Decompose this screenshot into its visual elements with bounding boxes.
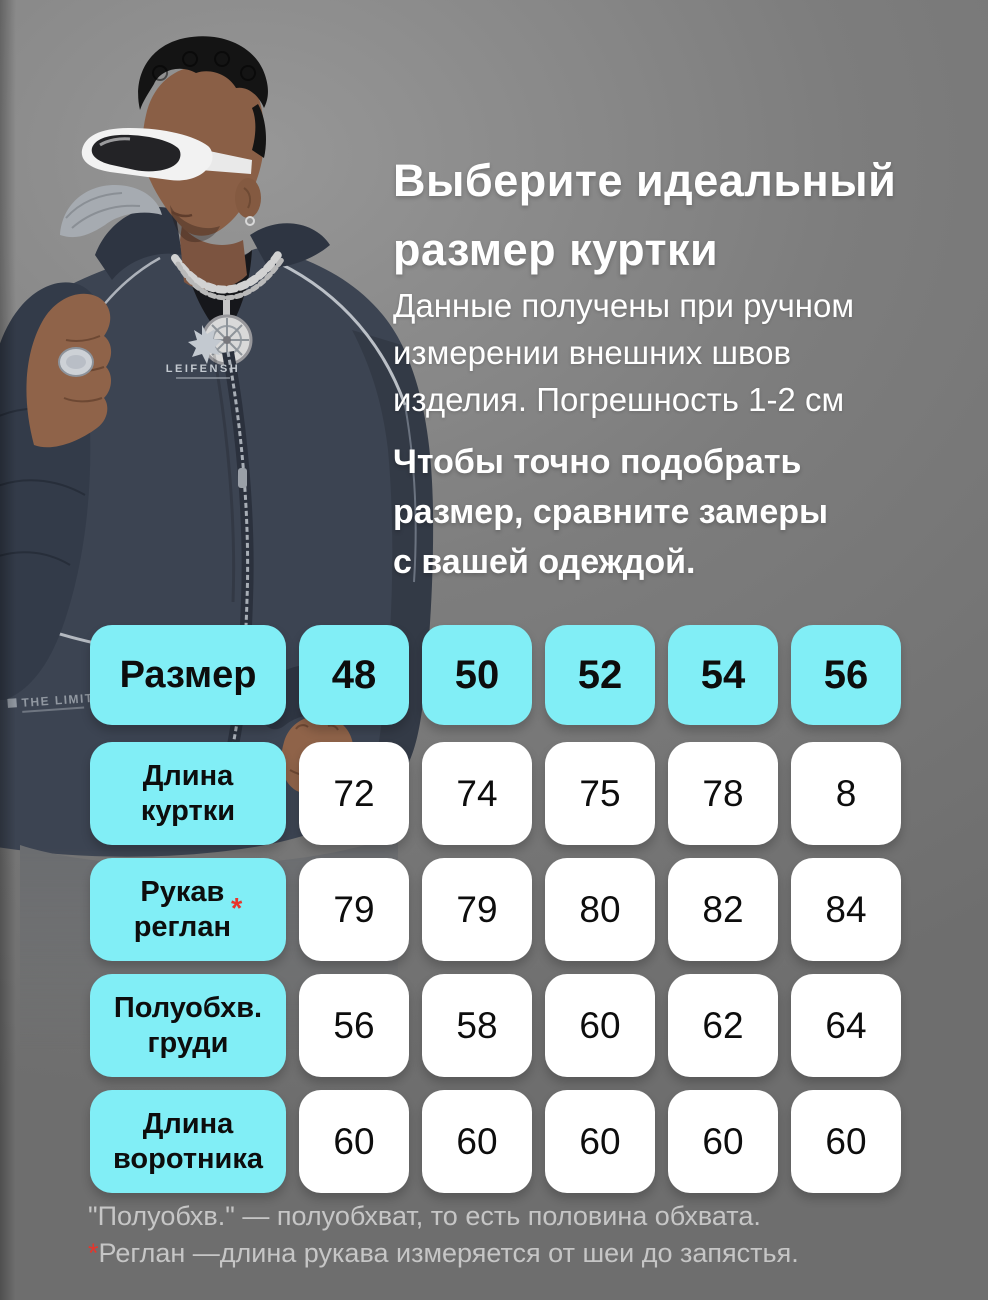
measurement-label: Длина куртки <box>90 742 286 845</box>
raised-arm <box>0 282 112 700</box>
measurement-value-cell: 62 <box>668 974 778 1077</box>
measurement-value-cell: 60 <box>668 1090 778 1193</box>
size-table: Размер 48 50 52 54 56 Длина куртки 72 74 75 78 8 Рук… <box>90 625 901 1206</box>
right-edge-white-strip <box>988 0 1000 1300</box>
measurement-value-cell: 78 <box>668 742 778 845</box>
measurement-value-cell: 64 <box>791 974 901 1077</box>
measurement-value-cell: 79 <box>299 858 409 961</box>
size-header-cell: 48 <box>299 625 409 725</box>
sunglasses <box>81 128 252 181</box>
measurement-label: Рукав реглан * <box>90 858 286 961</box>
measurement-label: Полуобхв. груди <box>90 974 286 1077</box>
measurement-value-cell: 79 <box>422 858 532 961</box>
jacket-hem-text: THE LIMIT <box>21 691 94 710</box>
jacket-hood <box>60 185 330 280</box>
measurement-value-cell: 84 <box>791 858 901 961</box>
measurement-label: Длина воротника <box>90 1090 286 1193</box>
footnote-line: *Реглан —длина рукава измеряется от шеи … <box>88 1238 799 1268</box>
measurement-value-cell: 60 <box>545 974 655 1077</box>
maple-leaf-logo <box>188 325 222 364</box>
size-table-row: Длина куртки 72 74 75 78 8 <box>90 742 901 845</box>
measurement-value-cell: 8 <box>791 742 901 845</box>
subtitle-text: Данные получены при ручном измерении вне… <box>393 287 855 418</box>
measurement-value-cell: 80 <box>545 858 655 961</box>
size-table-header-row: Размер 48 50 52 54 56 <box>90 625 901 725</box>
footnotes: "Полуобхв." — полуобхват, то есть полови… <box>88 1198 948 1272</box>
size-table-row: Рукав реглан * 79 79 80 82 84 <box>90 858 901 961</box>
footnote-line: "Полуобхв." — полуобхват, то есть полови… <box>88 1201 761 1231</box>
size-column-label: Размер <box>90 625 286 725</box>
size-table-row: Полуобхв. груди 56 58 60 62 64 <box>90 974 901 1077</box>
measurement-value-cell: 75 <box>545 742 655 845</box>
footnote-asterisk: * <box>230 893 243 925</box>
size-table-row: Длина воротника 60 60 60 60 60 <box>90 1090 901 1193</box>
measurement-value-cell: 60 <box>299 1090 409 1193</box>
size-header-cell: 56 <box>791 625 901 725</box>
footnote-asterisk: * <box>88 1238 99 1268</box>
measurement-value-cell: 60 <box>791 1090 901 1193</box>
size-header-cell: 50 <box>422 625 532 725</box>
measurement-value-cell: 56 <box>299 974 409 1077</box>
measurement-value-cell: 58 <box>422 974 532 1077</box>
measurement-value-cell: 74 <box>422 742 532 845</box>
size-header-cell: 52 <box>545 625 655 725</box>
page-title: Выберите идеальный размер куртки <box>393 155 897 275</box>
measurement-value-cell: 82 <box>668 858 778 961</box>
measurement-value-cell: 60 <box>545 1090 655 1193</box>
size-header-cell: 54 <box>668 625 778 725</box>
emphasis-text: Чтобы точно подобрать размер, сравните з… <box>393 443 829 581</box>
jacket-logo-text: LEIFENSH <box>166 363 240 375</box>
measurement-value-cell: 72 <box>299 742 409 845</box>
hair <box>138 36 268 158</box>
measurement-value-cell: 60 <box>422 1090 532 1193</box>
